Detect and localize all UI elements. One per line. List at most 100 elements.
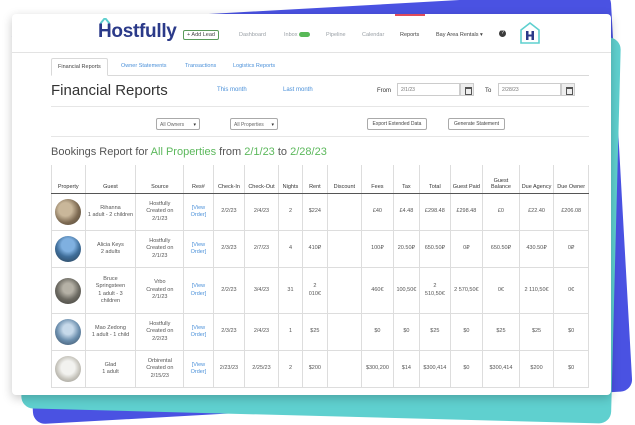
bookings-table: Property Guest Source Res# Check-In Check-Out… — [51, 165, 589, 388]
tab-owner-statements[interactable]: Owner Statements — [121, 63, 167, 69]
property-thumbnail[interactable] — [55, 319, 82, 345]
guest-cell: Bruce Springsteen 1 adult - 3 children — [84, 267, 137, 314]
nights-cell: 2 — [277, 350, 304, 388]
discount-cell — [326, 193, 363, 231]
report-heading-prefix: Bookings Report for — [51, 146, 151, 158]
due-owner-cell: £206.08 — [553, 193, 589, 231]
property-cell — [51, 267, 86, 314]
nights-cell: 31 — [277, 267, 304, 314]
report-heading: Bookings Report for All Properties from … — [51, 146, 327, 158]
table-row: Mao Zedong 1 adult - 1 child Hostfully Cr… — [51, 313, 589, 351]
due-agency-cell: $200 — [518, 350, 555, 388]
app-window: Hostfully + Add Lead Dashboard Inbox Pip… — [12, 14, 611, 395]
due-agency-cell: $25 — [518, 313, 555, 351]
checkout-cell: 3/4/23 — [244, 267, 279, 314]
tab-logistics-reports[interactable]: Logistics Reports — [233, 63, 276, 69]
guest-cell: Mao Zedong 1 adult - 1 child — [84, 313, 137, 351]
report-tabs: Financial Reports Owner Statements Trans… — [51, 58, 589, 76]
nav-pipeline[interactable]: Pipeline — [326, 32, 346, 38]
user-avatar[interactable] — [520, 22, 540, 44]
property-thumbnail[interactable] — [55, 356, 82, 382]
view-order-link[interactable]: [View Order] — [183, 230, 214, 268]
property-thumbnail[interactable] — [55, 199, 82, 225]
column-header: Due Owner — [553, 165, 589, 194]
column-header: Tax — [392, 165, 421, 194]
rent-cell: 2 010€ — [302, 267, 328, 314]
column-header: Guest Paid — [449, 165, 484, 194]
column-header: Check-In — [212, 165, 246, 194]
property-thumbnail[interactable] — [55, 277, 82, 304]
nav-dashboard[interactable]: Dashboard — [239, 32, 266, 38]
divider — [51, 136, 589, 137]
question-icon[interactable]: ? — [499, 30, 506, 37]
source-cell: Hostfully Created on 2/1/23 — [135, 193, 185, 231]
column-header: Due Agency — [518, 165, 555, 194]
top-nav: Hostfully + Add Lead Dashboard Inbox Pip… — [12, 14, 611, 53]
guest-paid-cell: $0 — [449, 350, 484, 388]
report-heading-start: 2/1/23 — [244, 146, 275, 158]
from-date-input[interactable]: 2/1/23 — [397, 83, 460, 96]
nights-cell: 2 — [277, 193, 304, 231]
due-owner-cell: $0 — [553, 350, 589, 388]
tax-cell: £4.48 — [392, 193, 421, 231]
tax-cell: $0 — [392, 313, 421, 351]
source-cell: Orbirental Created on 2/15/23 — [135, 350, 185, 388]
tab-transactions[interactable]: Transactions — [185, 63, 217, 69]
fees-cell: 460€ — [361, 267, 394, 314]
to-calendar-icon[interactable] — [561, 83, 575, 96]
rent-cell: 410₽ — [302, 230, 328, 268]
property-cell — [51, 230, 86, 268]
property-cell — [51, 193, 86, 231]
total-cell: $25 — [419, 313, 451, 351]
brand-logo[interactable]: Hostfully — [98, 21, 177, 42]
generate-statement-button[interactable]: Generate Statement — [448, 118, 505, 130]
property-cell — [51, 350, 86, 388]
this-month-link[interactable]: This month — [217, 87, 247, 93]
checkout-cell: 2/4/23 — [244, 313, 279, 351]
column-header: Guest Balance — [482, 165, 520, 194]
checkin-cell: 2/3/23 — [212, 230, 246, 268]
nav-inbox[interactable]: Inbox — [284, 32, 310, 38]
discount-cell — [326, 350, 363, 388]
fees-cell: 100₽ — [361, 230, 394, 268]
due-owner-cell: 0€ — [553, 267, 589, 314]
checkout-cell: 2/25/23 — [244, 350, 279, 388]
guest-cell: Rihanna 1 adult - 2 children — [84, 193, 137, 231]
from-calendar-icon[interactable] — [460, 83, 474, 96]
table-body: Rihanna 1 adult - 2 children Hostfully Cr… — [51, 193, 589, 388]
properties-select-value: All Properties — [234, 122, 264, 128]
fees-cell: $300,200 — [361, 350, 394, 388]
checkin-cell: 2/3/23 — [212, 313, 246, 351]
properties-select[interactable]: All Properties ▾ — [230, 118, 278, 130]
nav-reports[interactable]: Reports — [400, 32, 420, 38]
owners-select-value: All Owners — [160, 122, 185, 128]
chevron-down-icon: ▾ — [271, 122, 274, 128]
property-thumbnail[interactable] — [55, 236, 82, 262]
checkout-cell: 2/4/23 — [244, 193, 279, 231]
view-order-link[interactable]: [View Order] — [183, 267, 214, 314]
tab-financial-reports[interactable]: Financial Reports — [51, 58, 108, 76]
divider — [51, 106, 589, 107]
owners-select[interactable]: All Owners ▾ — [156, 118, 200, 130]
rent-cell: $200 — [302, 350, 328, 388]
view-order-link[interactable]: [View Order] — [183, 193, 214, 231]
report-heading-scope[interactable]: All Properties — [150, 146, 217, 158]
total-cell: $300,414 — [419, 350, 451, 388]
view-order-link[interactable]: [View Order] — [183, 313, 214, 351]
add-lead-button[interactable]: + Add Lead — [183, 30, 219, 40]
chevron-down-icon: ▾ — [193, 122, 196, 128]
tax-cell: $14 — [392, 350, 421, 388]
total-cell: 650.50₽ — [419, 230, 451, 268]
view-order-link[interactable]: [View Order] — [183, 350, 214, 388]
nav-calendar[interactable]: Calendar — [362, 32, 385, 38]
inbox-badge — [299, 32, 310, 37]
export-extended-data-button[interactable]: Export Extended Data — [367, 118, 427, 130]
guest-balance-cell: 650.50₽ — [482, 230, 520, 268]
to-date-input[interactable]: 2/28/23 — [498, 83, 561, 96]
due-agency-cell: 430.50₽ — [518, 230, 555, 268]
account-dropdown[interactable]: Bay Area Rentals ▾ — [436, 32, 483, 38]
guest-paid-cell: 0₽ — [449, 230, 484, 268]
chevron-down-icon: ▾ — [480, 32, 483, 38]
last-month-link[interactable]: Last month — [283, 87, 313, 93]
due-agency-cell: £22.40 — [518, 193, 555, 231]
